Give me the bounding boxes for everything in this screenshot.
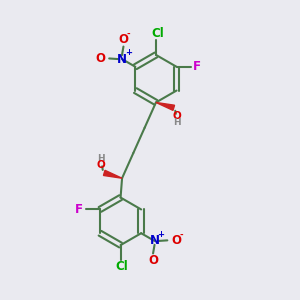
Polygon shape bbox=[103, 170, 122, 178]
Text: +: + bbox=[158, 230, 165, 239]
Text: -: - bbox=[127, 30, 130, 39]
Text: Cl: Cl bbox=[151, 27, 164, 40]
Text: H: H bbox=[97, 154, 104, 163]
Polygon shape bbox=[156, 102, 175, 110]
Text: O: O bbox=[96, 160, 105, 170]
Text: F: F bbox=[193, 60, 201, 73]
Text: N: N bbox=[117, 52, 127, 66]
Text: Cl: Cl bbox=[116, 260, 128, 273]
Text: O: O bbox=[95, 52, 105, 65]
Text: O: O bbox=[118, 33, 128, 46]
Text: H: H bbox=[173, 118, 181, 127]
Text: O: O bbox=[171, 234, 181, 247]
Text: F: F bbox=[75, 203, 83, 216]
Text: N: N bbox=[150, 235, 160, 248]
Text: -: - bbox=[179, 230, 183, 239]
Text: O: O bbox=[148, 254, 158, 267]
Text: O: O bbox=[173, 111, 182, 121]
Text: +: + bbox=[125, 48, 132, 57]
